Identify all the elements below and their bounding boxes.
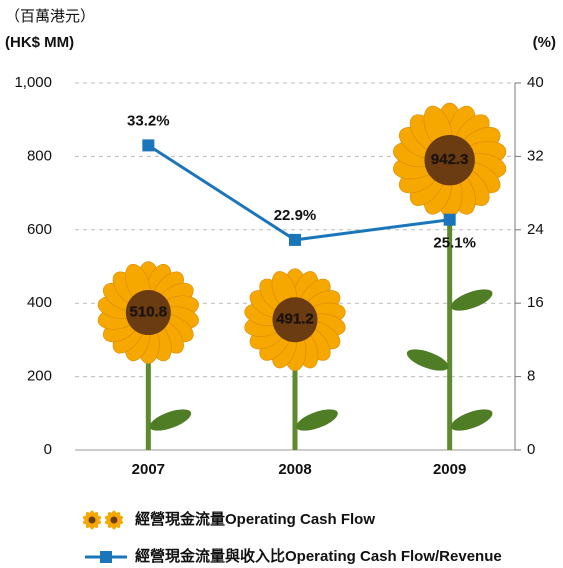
flower-center [111,517,118,524]
y2-tick-label: 32 [527,147,544,164]
page: （百萬港元） (HK$ MM) (%) 0 200 400 600 800 1,000 0 8… [0,0,563,568]
y2-axis-label: (%) [533,34,556,51]
sunflower-bar [96,261,200,450]
value-label: 491.2 [276,311,314,328]
y-axis-label: （百萬港元） [5,8,95,25]
y2-tick-label: 40 [527,74,544,91]
legend-label: 經營現金流量與收入比Operating Cash Flow/Revenue [135,547,502,565]
y-tick-label: 400 [27,294,52,311]
x-tick-label: 2008 [278,461,311,478]
value-label: 510.8 [130,304,168,321]
flower-center [89,517,96,524]
line-marker [444,214,456,226]
value-label: 33.2% [127,112,170,129]
y-tick-label: 0 [44,441,52,458]
legend-icon [104,511,124,530]
line-marker [289,234,301,246]
leaf [294,405,341,435]
line-marker [142,139,154,151]
y2-tick-label: 0 [527,441,535,458]
chart: （百萬港元） (HK$ MM) (%) 0 200 400 600 800 1,000 0 8… [0,0,563,568]
legend-marker [100,551,112,563]
y2-tick-label: 24 [527,221,544,238]
y-tick-label: 200 [27,368,52,385]
x-tick-label: 2009 [433,461,466,478]
leaf [448,405,495,435]
sunflower-bar [243,268,347,450]
value-label: 22.9% [274,207,317,224]
y-tick-label: 1,000 [14,74,52,91]
y-tick-label: 800 [27,147,52,164]
value-label: 942.3 [431,151,469,168]
legend-icon [82,511,102,530]
value-label: 25.1% [433,235,476,252]
y2-tick-label: 16 [527,294,544,311]
leaf [404,345,451,375]
x-tick-label: 2007 [132,461,165,478]
leaf [147,405,194,435]
leaf [448,285,495,315]
y2-tick-label: 8 [527,368,535,385]
y-axis-unit: (HK$ MM) [5,34,74,51]
legend-label: 經營現金流量Operating Cash Flow [135,510,375,528]
y-tick-label: 600 [27,221,52,238]
